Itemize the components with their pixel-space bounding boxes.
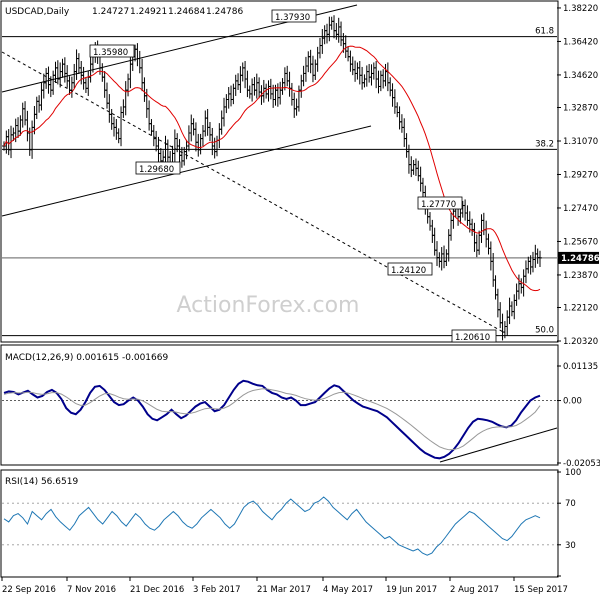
price-tick-label: 1.20320 bbox=[563, 337, 598, 347]
macd-layer bbox=[2, 379, 558, 463]
rsi-layer bbox=[2, 496, 557, 556]
price-callout-label: 1.20610 bbox=[455, 333, 490, 343]
current-price-label: 1.24786 bbox=[561, 254, 600, 264]
price-tick-label: 1.25670 bbox=[563, 237, 598, 247]
price-callout-label: 1.24120 bbox=[391, 266, 426, 276]
ohlc-value-2: 1.24684 bbox=[168, 7, 205, 17]
ohlc-value-1: 1.24921 bbox=[130, 7, 167, 17]
price-callout-box bbox=[135, 161, 181, 175]
price-callout-box bbox=[89, 44, 135, 58]
channel-lower-line bbox=[1, 125, 372, 217]
watermark: ActionForex.com bbox=[177, 293, 360, 318]
price-tick-label: 1.34620 bbox=[563, 71, 598, 81]
macd-title: MACD(12,26,9) 0.001615 -0.001669 bbox=[5, 353, 168, 363]
price-callout-box bbox=[271, 9, 317, 23]
moving-average-line bbox=[3, 45, 541, 292]
price-tick-label: 1.27470 bbox=[563, 204, 598, 214]
price-callout-label: 1.35980 bbox=[93, 48, 128, 58]
price-tick-label: 1.23870 bbox=[563, 271, 598, 281]
price-tick-label: 1.32870 bbox=[563, 103, 598, 113]
x-tick-label: 15 Sep 2017 bbox=[514, 585, 568, 595]
macd-series-signal bbox=[3, 388, 541, 451]
x-tick-label: 21 Mar 2017 bbox=[257, 585, 311, 595]
x-tick-label: 4 May 2017 bbox=[323, 585, 373, 595]
price-tick-label: 1.38220 bbox=[563, 4, 598, 14]
price-callout-box bbox=[417, 196, 463, 210]
x-tick-label: 21 Dec 2016 bbox=[130, 585, 184, 595]
price-callout-label: 1.29680 bbox=[139, 165, 174, 175]
price-panel-frame bbox=[0, 0, 559, 343]
price-callout-label: 1.37930 bbox=[275, 13, 310, 23]
rsi-line bbox=[3, 496, 541, 556]
x-tick-label: 7 Nov 2016 bbox=[67, 585, 116, 595]
price-tick-label: 1.22120 bbox=[563, 304, 598, 314]
rsi-tick-label: 30 bbox=[565, 541, 576, 551]
macd-tick-label: 0.00 bbox=[563, 397, 582, 407]
x-tick-label: 19 Jun 2017 bbox=[386, 585, 437, 595]
x-tick-label: 22 Sep 2016 bbox=[2, 585, 56, 595]
fib-label-38.2: 38.2 bbox=[535, 139, 554, 149]
macd-trendline bbox=[439, 427, 558, 463]
ohlc-value-0: 1.24727 bbox=[92, 7, 129, 17]
price-layer: 61.8 38.2 50.0 1.37930 1.35980 1.29680 1.27770… bbox=[1, 4, 557, 343]
macd-panel-frame bbox=[0, 344, 559, 466]
rsi-tick-label: 70 bbox=[565, 499, 576, 509]
price-tick-label: 1.29270 bbox=[563, 170, 598, 180]
current-price-box bbox=[558, 251, 599, 264]
rsi-title: RSI(14) 56.6519 bbox=[5, 477, 78, 487]
ohlc-header: 1.24727 1.24921 1.24684 1.24786 bbox=[92, 7, 243, 17]
price-title: USDCAD,Daily bbox=[5, 7, 70, 17]
rsi-tick-label: 100 bbox=[565, 468, 581, 478]
price-callout-box bbox=[387, 262, 433, 276]
x-tick-label: 3 Feb 2017 bbox=[193, 585, 241, 595]
rsi-panel-frame bbox=[0, 469, 559, 578]
axis-layer: 1.38220 1.36420 1.34620 1.32870 1.31070 1.292… bbox=[1, 4, 600, 595]
fib-label-61.8: 61.8 bbox=[535, 27, 554, 37]
macd-tick-label: 0.01135 bbox=[563, 362, 598, 372]
price-tick-label: 1.31070 bbox=[563, 137, 598, 147]
ohlc-value-3: 1.24786 bbox=[206, 7, 243, 17]
x-tick-label: 2 Aug 2017 bbox=[450, 585, 499, 595]
macd-series-macd bbox=[3, 379, 541, 460]
fib-label-50.0: 50.0 bbox=[535, 326, 554, 336]
price-tick-label: 1.36420 bbox=[563, 37, 598, 47]
dashed-trendline bbox=[1, 51, 506, 334]
price-callout-label: 1.27770 bbox=[421, 200, 456, 210]
price-callout-box bbox=[451, 329, 497, 343]
